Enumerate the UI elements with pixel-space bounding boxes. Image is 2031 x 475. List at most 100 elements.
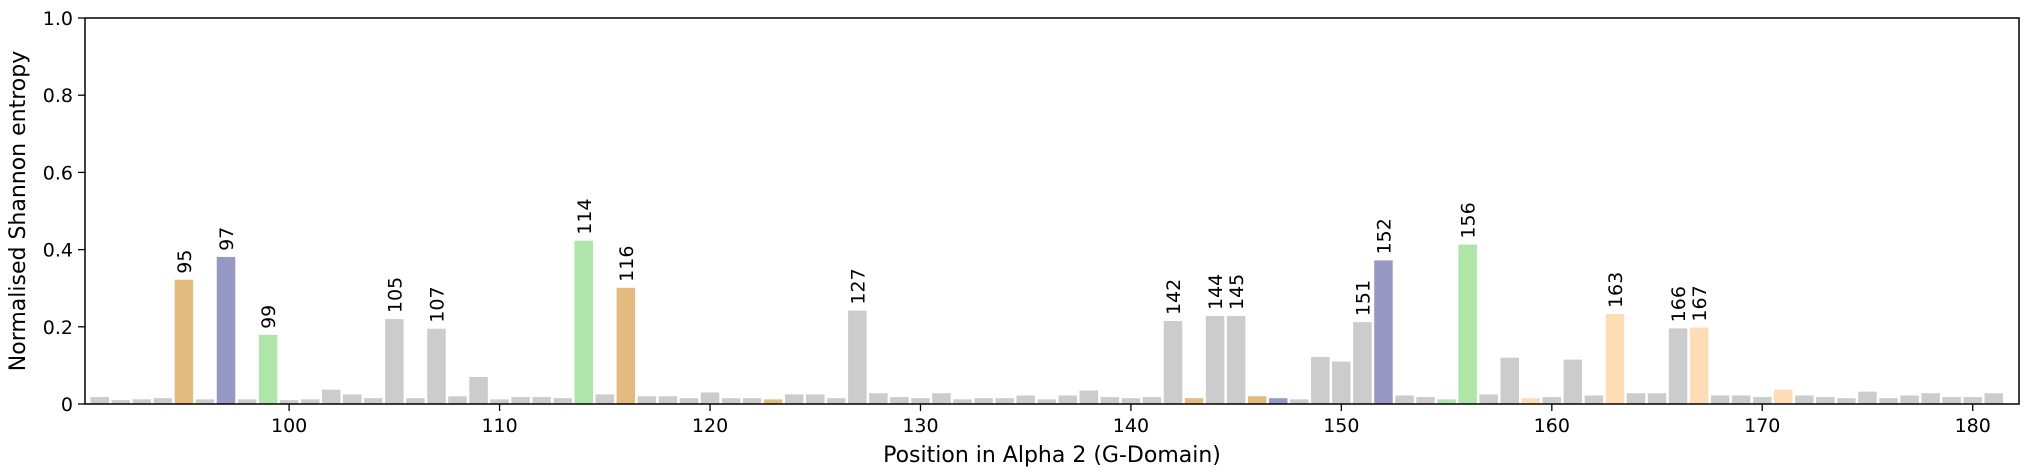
bar-177 [1900,395,1919,404]
bar-101 [300,399,320,404]
bar-label-107: 107 [426,286,448,322]
bar-173 [1816,397,1835,404]
bar-label-116: 116 [616,246,638,282]
x-tick-label-140: 140 [1113,415,1149,437]
y-axis: 0 0.2 0.4 0.6 0.8 1.0 [43,8,85,416]
bar-163 [1605,314,1625,404]
bar-103 [343,394,362,404]
bar-label-144: 144 [1205,274,1227,310]
y-axis-title: Normalised Shannon entropy [6,51,31,371]
y-tick-label-5: 1.0 [43,8,73,30]
bar-179 [1942,397,1961,404]
bar-114 [574,240,594,404]
x-axis-title: Position in Alpha 2 (G-Domain) [883,443,1221,468]
bar-110 [490,399,509,404]
bar-135 [1016,395,1035,404]
bar-151 [1353,322,1372,404]
bar-171 [1774,389,1793,404]
bar-label-99: 99 [258,305,280,329]
bar-150 [1332,361,1351,404]
bar-162 [1584,395,1604,404]
bar-92 [111,400,131,404]
x-tick-label-180: 180 [1955,415,1991,437]
plot-frame [84,17,2020,405]
y-tick-label-0: 0 [61,394,73,416]
bar-109 [469,376,488,404]
bar-120 [700,392,720,404]
bar-labels-group: 95 97 99 105 107 114 116 127 142 144 145 151 152 156 1… [174,198,1711,328]
bar-175 [1858,391,1877,404]
bar-164 [1626,393,1646,404]
bar-159 [1521,398,1541,404]
bar-176 [1879,398,1898,404]
bar-155 [1437,399,1456,404]
x-tick-label-100: 100 [271,415,307,437]
bar-122 [742,398,762,404]
bar-129 [890,397,909,404]
bar-128 [869,393,888,404]
bar-157 [1479,394,1498,404]
bar-label-127: 127 [847,268,869,304]
bar-131 [932,393,951,404]
bar-169 [1731,395,1751,404]
bar-170 [1752,397,1772,404]
x-tick-label-110: 110 [481,415,517,437]
x-tick-label-120: 120 [692,415,728,437]
bar-119 [679,398,699,404]
bar-121 [721,398,741,404]
bar-102 [321,389,341,404]
bar-label-114: 114 [574,198,596,234]
bar-147 [1268,398,1288,404]
bar-label-145: 145 [1226,274,1248,310]
bar-95 [174,279,194,404]
x-tick-label-130: 130 [902,415,938,437]
bar-180 [1963,397,1982,404]
x-axis: 100 110 120 130 140 150 160 170 180 [271,404,1991,437]
bar-154 [1416,397,1435,404]
bar-158 [1500,357,1519,404]
bar-145 [1226,315,1246,404]
bar-134 [995,398,1014,404]
bar-115 [595,394,615,404]
bar-142 [1163,321,1183,404]
bar-161 [1563,359,1583,404]
bar-166 [1668,328,1688,404]
y-tick-label-4: 0.8 [43,85,73,107]
bar-111 [511,397,530,404]
bar-label-142: 142 [1163,279,1185,315]
bar-146 [1247,396,1267,404]
bar-91 [90,397,109,404]
bar-137 [1058,395,1078,404]
bar-117 [637,396,657,404]
bar-97 [216,256,236,404]
bar-141 [1142,397,1162,404]
bar-167 [1689,327,1709,404]
bar-label-97: 97 [216,227,238,251]
bar-118 [658,396,678,404]
bar-168 [1710,395,1730,404]
bar-178 [1921,393,1940,404]
bar-124 [784,394,804,404]
y-tick-label-1: 0.2 [43,317,73,339]
bar-156 [1458,244,1477,404]
bar-100 [279,400,299,404]
bar-153 [1395,395,1414,404]
y-tick-label-3: 0.6 [43,162,73,184]
bar-106 [406,398,425,404]
bar-107 [427,328,446,404]
bar-105 [385,319,404,404]
x-tick-label-160: 160 [1534,415,1570,437]
bar-148 [1290,399,1309,404]
bar-130 [911,398,930,404]
bar-126 [827,398,846,404]
bar-172 [1795,395,1814,404]
bar-123 [763,399,783,404]
bar-181 [1984,393,2004,404]
bar-label-163: 163 [1605,272,1627,308]
bar-93 [132,399,152,404]
bar-140 [1121,398,1141,404]
bar-138 [1079,390,1099,404]
bar-label-105: 105 [384,277,406,313]
bar-label-95: 95 [174,250,196,274]
